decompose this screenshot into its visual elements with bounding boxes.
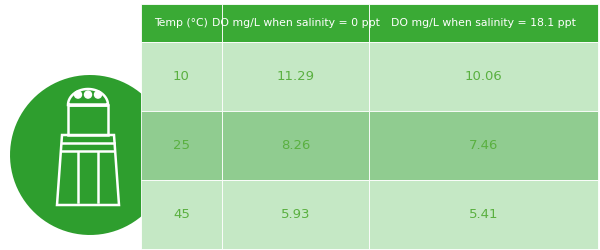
Text: 45: 45 bbox=[173, 208, 190, 221]
FancyBboxPatch shape bbox=[222, 111, 369, 180]
Text: 10.06: 10.06 bbox=[464, 70, 502, 83]
FancyBboxPatch shape bbox=[369, 180, 598, 249]
Text: DO mg/L when salinity = 0 ppt: DO mg/L when salinity = 0 ppt bbox=[212, 18, 379, 28]
Circle shape bbox=[85, 91, 91, 98]
Circle shape bbox=[95, 91, 101, 98]
FancyBboxPatch shape bbox=[141, 111, 222, 180]
FancyBboxPatch shape bbox=[222, 4, 369, 42]
Text: Temp (°C): Temp (°C) bbox=[155, 18, 208, 28]
Text: 5.93: 5.93 bbox=[281, 208, 310, 221]
Circle shape bbox=[74, 91, 82, 98]
FancyBboxPatch shape bbox=[222, 42, 369, 111]
FancyBboxPatch shape bbox=[222, 180, 369, 249]
Text: 25: 25 bbox=[173, 139, 190, 152]
Polygon shape bbox=[10, 40, 170, 235]
Text: 11.29: 11.29 bbox=[277, 70, 314, 83]
FancyBboxPatch shape bbox=[369, 42, 598, 111]
FancyBboxPatch shape bbox=[369, 4, 598, 42]
FancyBboxPatch shape bbox=[369, 111, 598, 180]
FancyBboxPatch shape bbox=[141, 42, 222, 111]
Text: 8.26: 8.26 bbox=[281, 139, 310, 152]
FancyBboxPatch shape bbox=[141, 4, 222, 42]
Text: 7.46: 7.46 bbox=[469, 139, 498, 152]
FancyBboxPatch shape bbox=[141, 180, 222, 249]
Text: DO mg/L when salinity = 18.1 ppt: DO mg/L when salinity = 18.1 ppt bbox=[391, 18, 576, 28]
Text: 10: 10 bbox=[173, 70, 190, 83]
Text: 5.41: 5.41 bbox=[469, 208, 498, 221]
